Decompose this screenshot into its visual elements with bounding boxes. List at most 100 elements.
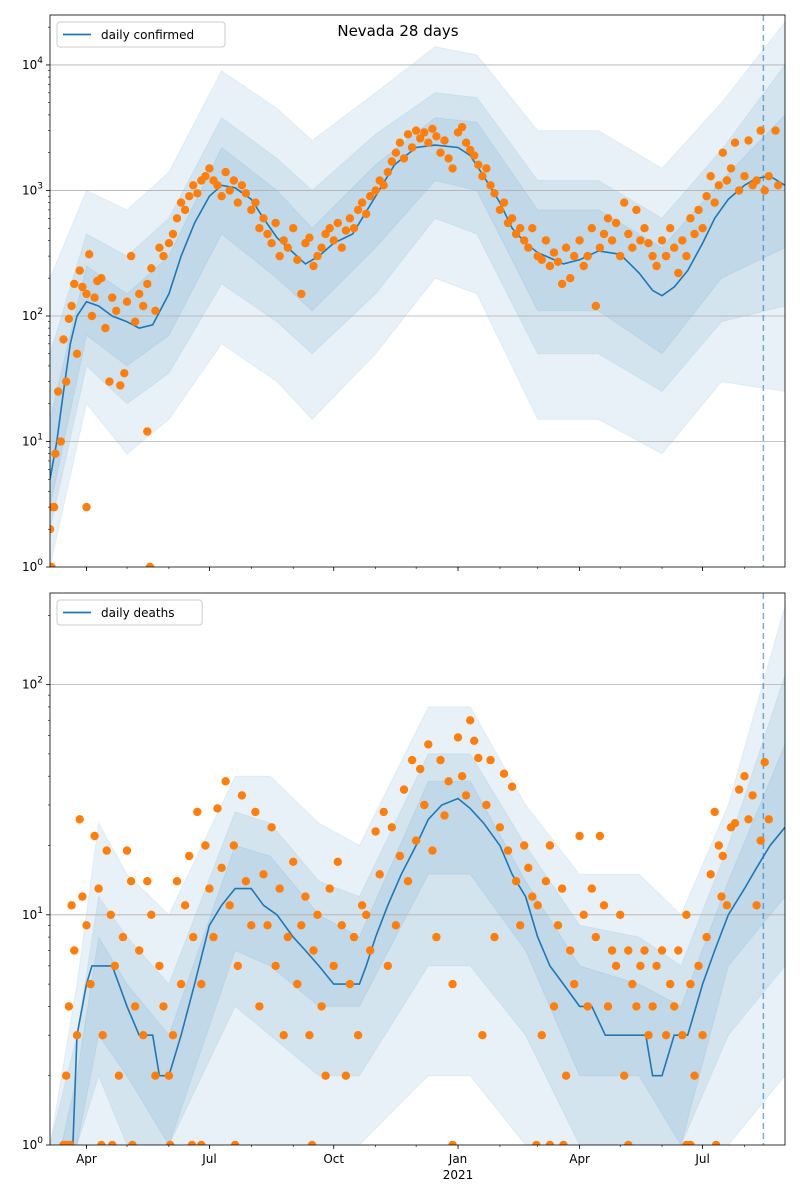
data-point <box>686 1140 695 1145</box>
data-point <box>362 910 371 919</box>
data-point <box>110 961 120 971</box>
data-point <box>752 176 761 185</box>
data-point <box>225 901 234 910</box>
data-point <box>247 921 256 930</box>
data-point <box>337 921 346 930</box>
data-point <box>528 224 537 233</box>
data-point <box>187 1140 197 1145</box>
data-point <box>375 870 384 879</box>
plot-area <box>50 593 785 1145</box>
data-point <box>670 1002 679 1011</box>
data-point <box>337 243 346 252</box>
data-point <box>453 733 463 742</box>
data-point <box>557 884 567 893</box>
data-point <box>70 279 79 289</box>
data-point <box>135 289 144 299</box>
data-point <box>524 863 533 872</box>
data-point <box>51 449 60 458</box>
data-point <box>94 884 103 893</box>
data-point <box>718 851 727 861</box>
deaths-plot: 100 101 102 Apr Jul Oct Jan Apr Jul 2021 daily dea… <box>22 592 786 1182</box>
data-point <box>591 932 600 942</box>
data-point <box>470 736 479 745</box>
data-point <box>711 1140 721 1145</box>
data-point <box>499 769 509 778</box>
data-point <box>72 349 82 358</box>
data-point <box>53 387 63 396</box>
data-point <box>106 910 116 919</box>
data-point <box>407 755 417 765</box>
data-point <box>353 1031 363 1040</box>
data-point <box>440 811 449 820</box>
y-tick-label: 102 <box>22 676 43 692</box>
data-point <box>155 243 164 252</box>
data-point <box>237 791 247 800</box>
data-point <box>511 229 521 239</box>
data-point <box>710 807 719 817</box>
data-point <box>595 243 605 252</box>
data-point <box>520 236 529 245</box>
data-point <box>185 192 194 201</box>
data-point <box>748 791 757 800</box>
data-point <box>229 841 238 850</box>
data-point <box>570 251 579 261</box>
data-point <box>209 932 218 942</box>
legend-label: daily confirmed <box>101 28 194 42</box>
data-point <box>561 1071 571 1080</box>
data-point <box>251 807 260 817</box>
data-point <box>217 863 226 872</box>
data-point <box>333 857 342 866</box>
data-point <box>143 427 152 436</box>
data-point <box>674 946 683 955</box>
data-point <box>345 979 355 989</box>
data-point <box>579 261 588 271</box>
data-point <box>64 314 74 323</box>
data-point <box>718 148 727 157</box>
data-point <box>644 1031 653 1040</box>
data-point <box>694 961 703 971</box>
data-point <box>511 877 521 886</box>
data-point <box>297 289 306 299</box>
data-point <box>537 1031 546 1040</box>
data-point <box>520 841 529 850</box>
data-point <box>82 289 91 299</box>
series-line <box>72 797 785 1145</box>
x-tick-label: Oct <box>323 1152 344 1166</box>
data-point <box>357 198 367 207</box>
data-point <box>201 841 210 850</box>
data-point <box>267 239 276 248</box>
data-point <box>283 932 292 942</box>
data-point <box>126 251 136 261</box>
data-point <box>424 138 433 147</box>
data-point <box>686 214 695 223</box>
data-point <box>366 946 375 955</box>
data-point <box>78 892 87 901</box>
data-point <box>702 932 711 942</box>
data-point <box>499 198 509 207</box>
data-point <box>101 323 110 333</box>
data-point <box>575 831 584 841</box>
data-point <box>75 815 84 824</box>
axes-frame <box>49 592 786 1146</box>
data-point <box>118 932 128 942</box>
data-point <box>640 224 649 233</box>
data-point <box>193 189 202 198</box>
data-point <box>694 205 703 215</box>
data-point <box>740 772 749 781</box>
data-point <box>213 804 222 813</box>
data-point <box>147 264 156 273</box>
data-point <box>145 562 155 567</box>
data-point <box>407 143 417 152</box>
chart-title: Nevada 28 days <box>337 22 458 40</box>
data-point <box>197 1140 206 1145</box>
data-point <box>686 979 695 989</box>
legend: daily deaths <box>56 599 203 626</box>
data-point <box>172 214 182 223</box>
data-point <box>82 921 91 930</box>
data-point <box>255 224 264 233</box>
data-point <box>166 1140 175 1145</box>
data-point <box>756 126 765 135</box>
data-point <box>86 979 95 989</box>
data-point <box>283 243 292 252</box>
data-point <box>678 1031 687 1040</box>
